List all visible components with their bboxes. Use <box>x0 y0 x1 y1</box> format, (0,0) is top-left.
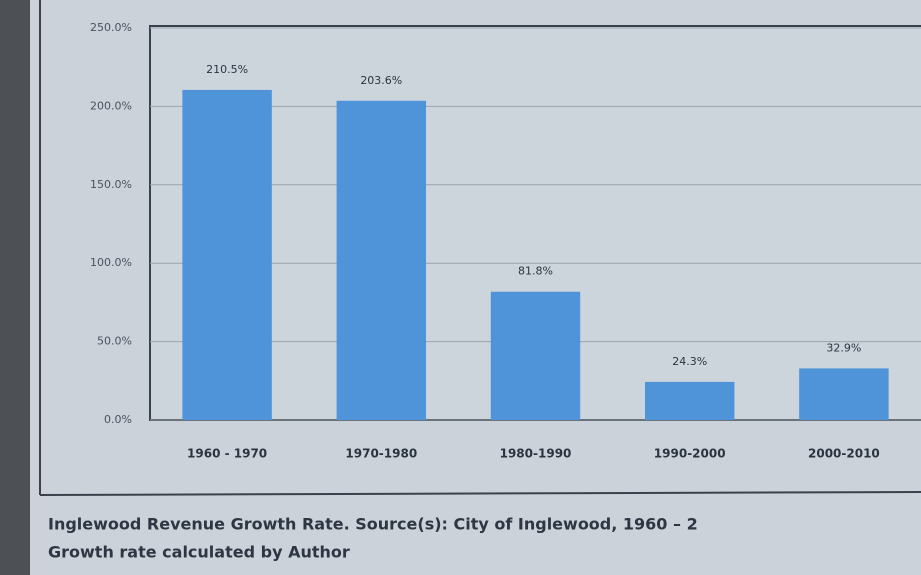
x-tick-label: 1960 - 1970 <box>187 447 267 461</box>
x-tick-label: 2000-2010 <box>808 447 880 461</box>
caption: Inglewood Revenue Growth Rate. Source(s)… <box>48 515 698 534</box>
frame-bottom <box>39 491 921 496</box>
data-label: 24.3% <box>672 355 707 368</box>
y-tick-label: 50.0% <box>97 335 132 348</box>
data-label: 81.8% <box>518 265 553 278</box>
bar <box>182 89 272 420</box>
y-tick-label: 100.0% <box>90 256 132 269</box>
data-label: 203.6% <box>360 74 402 87</box>
bar <box>490 291 581 420</box>
caption: Growth rate calculated by Author <box>48 543 350 562</box>
y-tick-label: 0.0% <box>104 413 132 426</box>
y-tick-label: 200.0% <box>90 99 132 112</box>
data-label: 32.9% <box>826 341 861 354</box>
data-label: 210.5% <box>206 63 248 76</box>
photo-edge <box>0 0 30 575</box>
bar <box>336 100 427 421</box>
bar <box>644 381 735 420</box>
y-tick-label: 150.0% <box>90 178 132 191</box>
bar <box>799 368 889 420</box>
y-tick-label: 250.0% <box>90 21 132 34</box>
x-tick-label: 1990-2000 <box>654 447 726 461</box>
x-tick-label: 1970-1980 <box>345 447 417 461</box>
x-tick-label: 1980-1990 <box>500 447 572 461</box>
